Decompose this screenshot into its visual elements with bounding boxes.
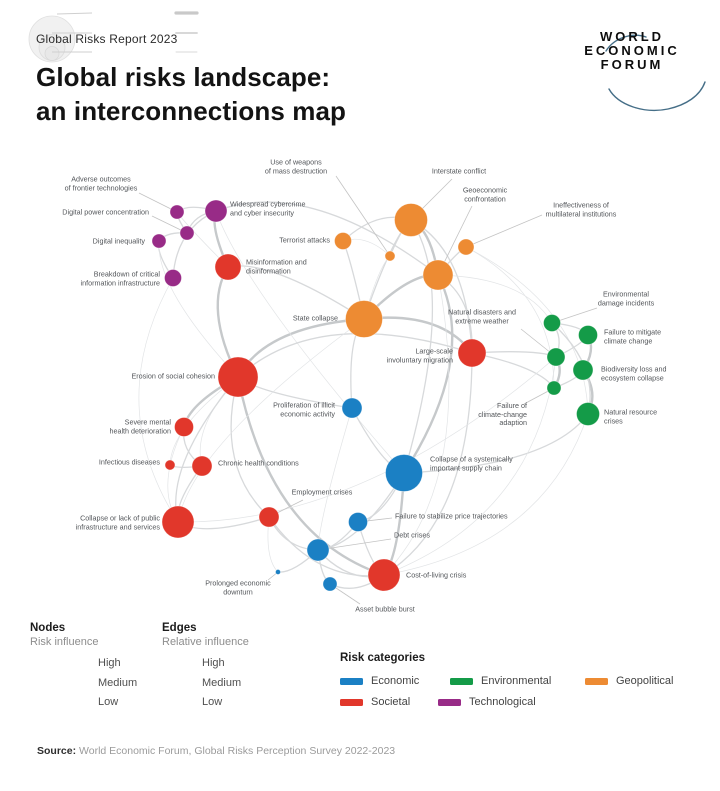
category-swatch-technological	[438, 698, 461, 706]
edge-natres-supply	[403, 413, 589, 474]
node-employ[interactable]	[258, 506, 280, 528]
edge-geoecon-supply	[402, 273, 454, 475]
wef-logo-line-2: ECONOMIC	[584, 43, 680, 58]
wef-logo-line-3: FORUM	[600, 57, 664, 72]
legend-edges-title: Edges	[162, 622, 197, 634]
node-mitigate[interactable]	[578, 325, 598, 345]
legend-categories-title: Risk categories	[340, 652, 426, 664]
node-statecol[interactable]	[345, 300, 383, 338]
edge-natdis-pubinfra	[177, 356, 557, 523]
edge-dineq-erosion	[158, 240, 239, 378]
legend-node-high: High	[98, 657, 121, 669]
node-envdmg[interactable]	[543, 314, 561, 332]
category-label-geopolitical: Geopolitical	[616, 675, 674, 687]
legend-node-low: Low	[98, 696, 119, 708]
category-swatch-environmental	[450, 677, 473, 685]
node-migration[interactable]	[457, 338, 487, 368]
source-line: Source: World Economic Forum, Global Ris…	[37, 745, 395, 757]
node-mental[interactable]	[174, 417, 194, 437]
node-dpc[interactable]	[179, 225, 195, 241]
node-biodiv[interactable]	[572, 359, 594, 381]
node-infect[interactable]	[164, 459, 176, 471]
edge-migration-costliving	[383, 352, 473, 576]
node-geoecon[interactable]	[422, 259, 454, 291]
legend-node-medium: Medium	[98, 677, 138, 689]
node-conflict[interactable]	[394, 203, 428, 237]
edge-illicit-debt	[317, 407, 353, 551]
edge-erosion-migration	[237, 332, 473, 378]
category-swatch-societal	[340, 698, 363, 706]
node-asset[interactable]	[322, 576, 338, 592]
leader-ad	[138, 192, 178, 213]
wef-swoosh-icon	[605, 34, 706, 112]
node-dineq[interactable]	[151, 233, 167, 249]
node-costliving[interactable]	[367, 558, 401, 592]
legend-edges-subtitle: Relative influence	[162, 636, 249, 648]
edge-natres-costliving	[383, 413, 589, 576]
leader-wmd	[335, 175, 391, 257]
wef-logo-line-1: WORLD	[599, 29, 665, 44]
node-price[interactable]	[348, 512, 368, 532]
category-swatch-geopolitical	[585, 677, 608, 685]
node-ad[interactable]	[169, 204, 185, 220]
node-chronic[interactable]	[191, 455, 213, 477]
category-swatch-economic	[340, 677, 363, 685]
node-pubinfra[interactable]	[161, 505, 195, 539]
wef-logo: WORLD ECONOMIC FORUM	[572, 29, 706, 112]
legend-nodes-subtitle: Risk influence	[30, 636, 99, 648]
edge-statecol-pubinfra	[177, 318, 365, 523]
edge-erosion-pubinfra	[175, 376, 239, 523]
edge-bii-pubinfra	[138, 277, 179, 523]
category-label-technological: Technological	[469, 696, 536, 708]
legend-nodes-title: Nodes	[30, 622, 66, 634]
node-multilat[interactable]	[457, 238, 475, 256]
edge-geoecon-cyber	[215, 201, 439, 276]
header: Global Risks Report 2023 Global risks la…	[36, 32, 346, 128]
category-label-societal: Societal	[371, 696, 411, 708]
legend-graphics	[28, 11, 199, 63]
node-cyber[interactable]	[204, 199, 228, 223]
legend-edge-high: High	[202, 657, 225, 669]
node-natres[interactable]	[576, 402, 600, 426]
node-natdis[interactable]	[546, 347, 566, 367]
legend-edge-low: Low	[202, 696, 223, 708]
edge-conflict-supply	[403, 219, 434, 474]
category-label-economic: Economic	[371, 675, 420, 687]
node-debt[interactable]	[306, 538, 330, 562]
report-name: Global Risks Report 2023	[36, 32, 178, 46]
legend-circle-low	[44, 46, 60, 61]
edge-geoecon-costliving	[383, 274, 450, 576]
node-adaption[interactable]	[546, 380, 562, 396]
category-label-environmental: Environmental	[481, 675, 552, 687]
edge-natdis-costliving	[383, 356, 557, 576]
edge-cyber-supply	[215, 210, 405, 474]
node-supply[interactable]	[385, 454, 423, 492]
node-misinfo[interactable]	[214, 253, 242, 281]
node-illicit[interactable]	[341, 397, 363, 419]
node-terror[interactable]	[334, 232, 352, 250]
edge-envdmg-geoecon	[437, 274, 553, 324]
node-downturn[interactable]	[275, 569, 281, 575]
node-wmd[interactable]	[384, 250, 396, 262]
source-label: Source:	[37, 745, 77, 757]
edge-multilat-adaption	[465, 246, 555, 389]
leader-multilat	[465, 214, 543, 248]
leader-debt	[317, 538, 392, 551]
page-title: Global risks landscape: an interconnecti…	[36, 62, 347, 126]
edge-erosion-employ	[230, 376, 270, 518]
node-erosion[interactable]	[217, 356, 259, 398]
legend-edge-medium: Medium	[202, 677, 242, 689]
source-text: World Economic Forum, Global Risks Perce…	[76, 745, 396, 757]
edge-multilat-natres	[465, 246, 589, 415]
node-bii[interactable]	[164, 269, 182, 287]
